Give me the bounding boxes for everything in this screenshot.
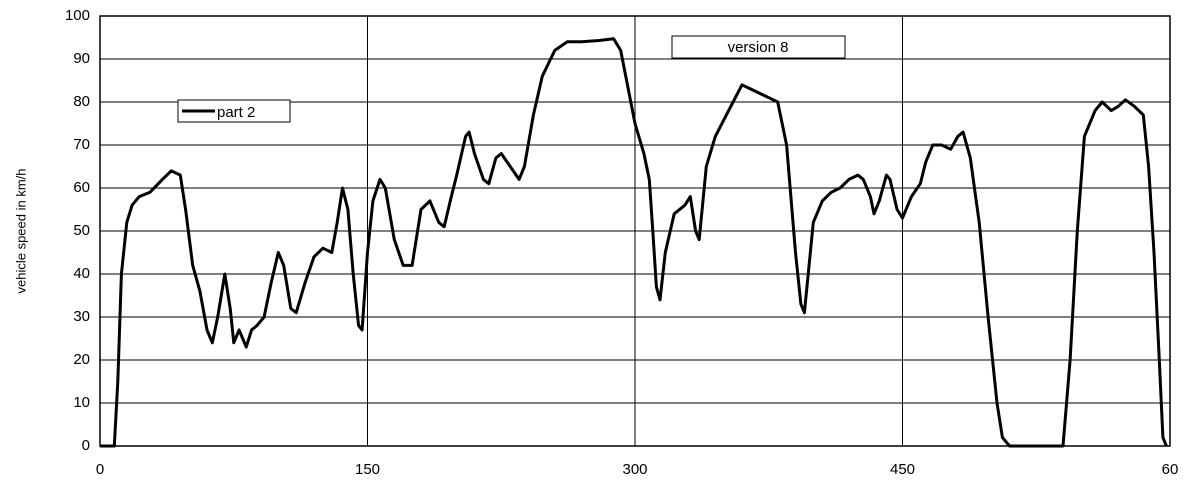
y-tick-label: 20 [73, 351, 90, 368]
x-tick-label: 0 [96, 461, 104, 478]
x-tick-label: 450 [890, 461, 915, 478]
legend-box [177, 99, 291, 123]
x-tick-label: 300 [622, 461, 647, 478]
annotation-box [671, 35, 846, 59]
y-tick-label: 50 [73, 222, 90, 239]
plot-frame [99, 15, 1171, 447]
y-tick-label: 0 [82, 437, 90, 454]
y-tick-label: 10 [73, 394, 90, 411]
y-axis-label: vehicle speed in km/h [13, 168, 28, 293]
y-tick-label: 90 [73, 50, 90, 67]
y-tick-label: 100 [65, 7, 90, 24]
x-tick-label: 60 [1162, 461, 1179, 478]
y-tick-label: 80 [73, 93, 90, 110]
annotation: version 8 [728, 39, 789, 56]
x-tick-label: 150 [355, 461, 380, 478]
y-tick-label: 70 [73, 136, 90, 153]
series-line [100, 37, 1168, 448]
y-tick-label: 40 [73, 265, 90, 282]
y-tick-label: 60 [73, 179, 90, 196]
y-tick-label: 30 [73, 308, 90, 325]
legend-label: part 2 [217, 104, 255, 121]
